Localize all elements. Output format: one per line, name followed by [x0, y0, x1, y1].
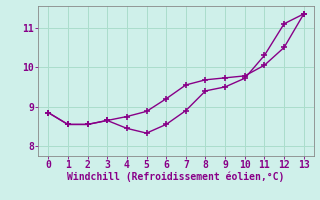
X-axis label: Windchill (Refroidissement éolien,°C): Windchill (Refroidissement éolien,°C): [67, 172, 285, 182]
